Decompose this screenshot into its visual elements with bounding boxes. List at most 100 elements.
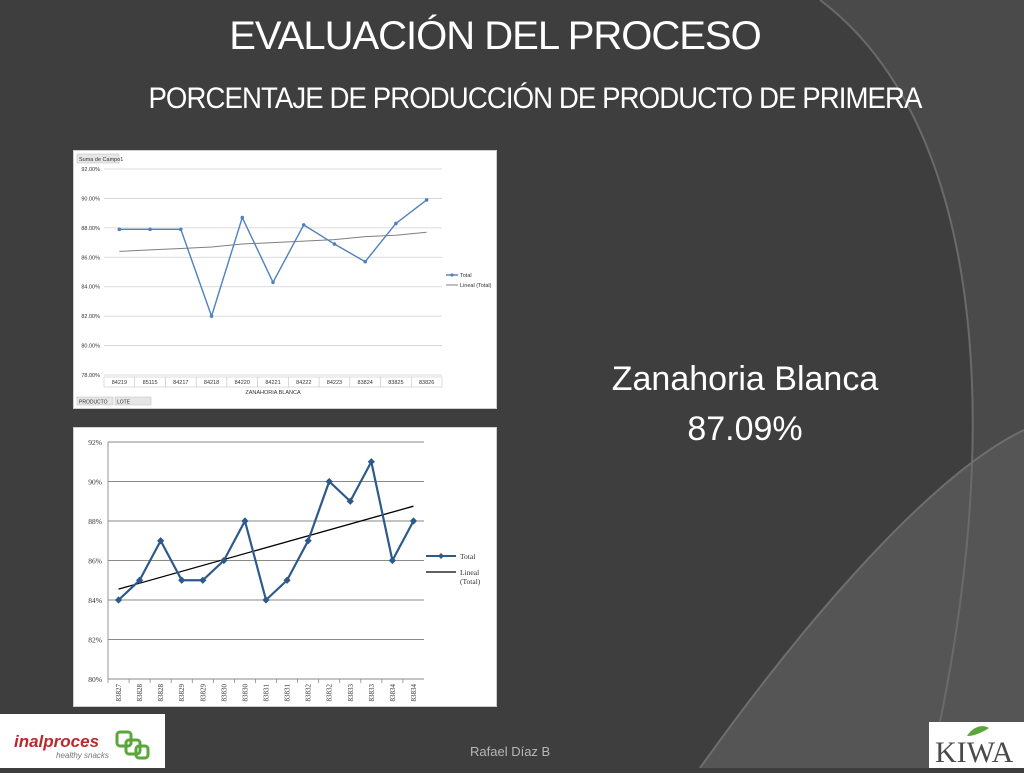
x-tick-label: 83831 [284, 684, 292, 702]
data-point-total [178, 576, 186, 584]
data-point-total [363, 259, 367, 264]
y-tick-label: 84.00% [81, 285, 100, 291]
x-tick-label: 83825 [388, 380, 403, 386]
trendline-lineal-total [119, 231, 427, 252]
data-point-total [394, 221, 398, 226]
legend-marker-total [438, 553, 444, 559]
data-point-total [409, 517, 418, 525]
x-axis-title: ZANAHORIA BLANCA [245, 390, 301, 396]
x-tick-label: 83824 [358, 380, 373, 386]
slide-subtitle: PORCENTAJE DE PRODUCCIÓN DE PRODUCTO DE … [148, 82, 922, 115]
data-point-total [301, 223, 306, 227]
x-tick-label: 83829 [199, 684, 207, 702]
legend-label-lineal: Lineal (Total) [460, 283, 492, 289]
x-tick-label: 84220 [235, 380, 250, 386]
x-tick-label: 84217 [173, 380, 188, 386]
inalproces-logo: inalproces healthy snacks [0, 714, 165, 768]
data-point-total [367, 458, 375, 466]
svg-text:healthy snacks: healthy snacks [56, 751, 109, 760]
x-tick-label: 84218 [204, 380, 219, 386]
y-tick-label: 78.00% [81, 373, 100, 379]
x-tick-label: 84221 [265, 380, 280, 386]
legend-marker-total [450, 273, 454, 277]
legend-label-total: Total [460, 273, 472, 279]
y-tick-label: 88% [88, 517, 102, 526]
filter-button [114, 396, 152, 406]
x-tick-label: 84219 [112, 380, 127, 386]
x-tick-label: 83834 [410, 684, 418, 702]
data-point-total [346, 497, 354, 505]
y-tick-label: 80% [88, 675, 102, 684]
x-tick-label: 84222 [296, 380, 311, 386]
kiwa-logo-mark: KIWA [935, 726, 1014, 769]
x-tick-label: 84223 [327, 380, 342, 386]
data-point-total [136, 576, 144, 584]
footer-author: Rafael Díaz B [470, 744, 551, 759]
data-point-total [179, 227, 183, 232]
chart-2-svg: 80% 82% 84% 86% 88% 90% 92% 83827 83828 83828 8382… [88, 438, 481, 702]
svg-text:KIWA: KIWA [935, 736, 1014, 768]
y-tick-label: 90.00% [81, 196, 100, 202]
y-tick-label: 86.00% [81, 255, 100, 261]
x-tick-label: 83833 [368, 684, 376, 702]
x-tick-label: 83831 [263, 684, 271, 702]
data-point-total [332, 242, 337, 246]
legend-label-lineal: Lineal [460, 568, 479, 577]
y-tick-label: 80.00% [81, 344, 100, 350]
filter-button-label: PRODUCTO [79, 400, 108, 406]
x-tick-label: 83826 [419, 380, 434, 386]
y-tick-label: 90% [88, 478, 102, 487]
legend-label-total: Total [460, 552, 475, 561]
series-line-total [117, 458, 415, 603]
trendline-lineal-total [118, 505, 414, 590]
legend-label-lineal-cont: (Total) [460, 577, 481, 586]
x-tick-label: 83832 [305, 684, 313, 702]
data-point-total [240, 215, 245, 220]
data-point-total [148, 227, 152, 232]
chart-zanahoria-blanca-lote: Suma de Campo1 78.00% 80.00% 82.00% 84.00% 86… [73, 150, 497, 409]
y-tick-label: 88.00% [81, 226, 100, 232]
data-point-total [241, 517, 249, 525]
x-tick-label: 83833 [347, 684, 355, 702]
y-tick-label: 82.00% [81, 314, 100, 320]
x-tick-label: 83834 [389, 684, 397, 702]
data-point-total [220, 556, 228, 565]
x-tick-label: 83830 [241, 684, 249, 702]
field-button [76, 153, 120, 164]
x-tick-label: 85115 [143, 380, 158, 386]
data-point-total [325, 477, 333, 486]
data-point-total [388, 556, 396, 565]
inalproces-logo-mark: inalproces healthy snacks [14, 730, 150, 760]
x-tick-label: 83829 [178, 684, 186, 702]
chart-1-svg: Suma de Campo1 78.00% 80.00% 82.00% 84.00% 86… [76, 153, 492, 406]
series-line-total [119, 199, 428, 319]
product-name-label: Zanahoria Blanca [611, 360, 879, 398]
slide-title: EVALUACIÓN DEL PROCESO [229, 14, 761, 58]
data-point-total [199, 576, 207, 584]
product-percentage-label: 87.09% [687, 410, 803, 448]
y-tick-label: 92.00% [81, 167, 100, 173]
data-point-total [209, 314, 214, 318]
filter-button [76, 396, 114, 406]
filter-button-label: LOTE [117, 400, 131, 406]
x-tick-label: 83828 [157, 684, 165, 702]
x-tick-label: 83828 [136, 684, 144, 702]
data-point-total [424, 198, 429, 202]
data-point-total [117, 227, 122, 232]
x-tick-label: 83832 [326, 684, 334, 702]
data-point-total [262, 596, 270, 604]
x-tick-label: 83827 [115, 684, 123, 702]
y-tick-label: 84% [88, 596, 102, 605]
svg-text:inalproces: inalproces [14, 732, 99, 751]
x-tick-label: 83830 [220, 684, 228, 702]
data-point-total [271, 280, 275, 285]
x-category-cell [411, 376, 443, 388]
chart-total-trend: 80% 82% 84% 86% 88% 90% 92% 83827 83828 83828 8382… [73, 427, 497, 707]
kiwa-logo: KIWA [929, 722, 1024, 769]
y-tick-label: 86% [88, 557, 102, 566]
y-tick-label: 92% [88, 438, 102, 447]
data-point-total [157, 537, 165, 545]
y-tick-label: 82% [88, 636, 102, 645]
data-point-total [114, 596, 123, 604]
field-button-label: Suma de Campo1 [79, 157, 123, 163]
